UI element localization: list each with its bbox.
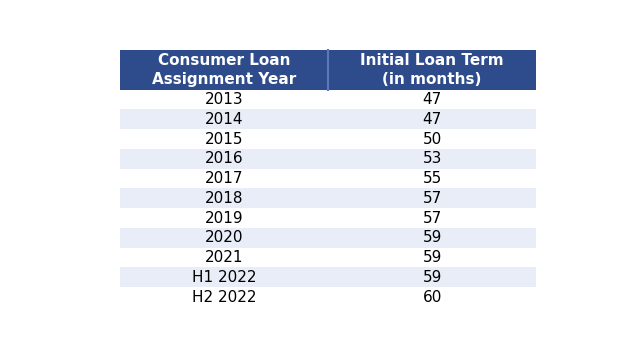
Text: 47: 47 [422,112,442,127]
FancyBboxPatch shape [120,90,536,110]
Text: 2015: 2015 [205,132,243,147]
FancyBboxPatch shape [120,169,536,188]
FancyBboxPatch shape [120,287,536,307]
Text: 59: 59 [422,270,442,285]
Text: 57: 57 [422,211,442,226]
Text: 59: 59 [422,230,442,245]
Text: Consumer Loan
Assignment Year: Consumer Loan Assignment Year [152,53,296,87]
Text: 2018: 2018 [205,191,243,206]
Text: H1 2022: H1 2022 [191,270,256,285]
Text: 2013: 2013 [205,92,243,107]
Text: 53: 53 [422,151,442,166]
Text: 50: 50 [422,132,442,147]
Text: 2014: 2014 [205,112,243,127]
FancyBboxPatch shape [120,129,536,149]
Text: 57: 57 [422,191,442,206]
Text: 59: 59 [422,250,442,265]
FancyBboxPatch shape [120,149,536,169]
Text: 2020: 2020 [205,230,243,245]
FancyBboxPatch shape [120,110,536,129]
Text: 2016: 2016 [205,151,243,166]
FancyBboxPatch shape [120,208,536,228]
Text: 2017: 2017 [205,171,243,186]
FancyBboxPatch shape [120,188,536,208]
Text: 55: 55 [422,171,442,186]
Text: Initial Loan Term
(in months): Initial Loan Term (in months) [360,53,504,87]
Text: 2019: 2019 [205,211,243,226]
Text: H2 2022: H2 2022 [191,290,256,305]
Text: 2021: 2021 [205,250,243,265]
Text: 47: 47 [422,92,442,107]
FancyBboxPatch shape [120,267,536,287]
Text: 60: 60 [422,290,442,305]
FancyBboxPatch shape [120,228,536,248]
FancyBboxPatch shape [120,248,536,267]
FancyBboxPatch shape [120,50,536,90]
